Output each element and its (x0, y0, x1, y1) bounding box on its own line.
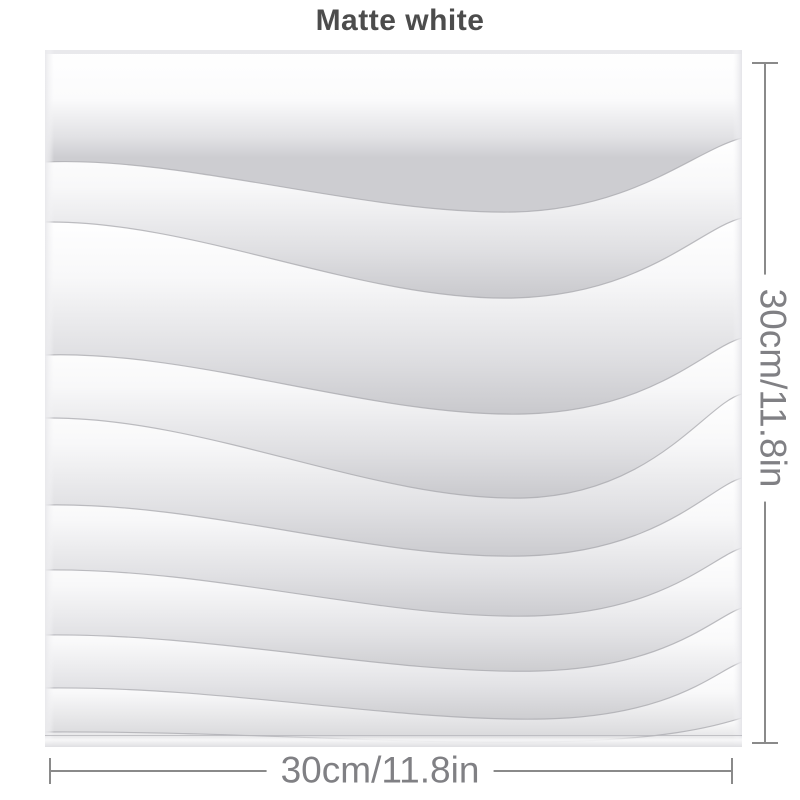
width-dimension-label: 30cm/11.8in (266, 751, 494, 791)
width-dimension-cap-right (731, 758, 733, 784)
height-dimension-cap-top (752, 62, 778, 64)
wall-panel-image (45, 50, 742, 747)
page-title: Matte white (315, 4, 485, 37)
wave-texture (45, 50, 742, 747)
height-dimension-label: 30cm/11.8in (751, 274, 793, 502)
height-dimension-cap-bottom (752, 742, 778, 744)
width-dimension-cap-left (49, 758, 51, 784)
